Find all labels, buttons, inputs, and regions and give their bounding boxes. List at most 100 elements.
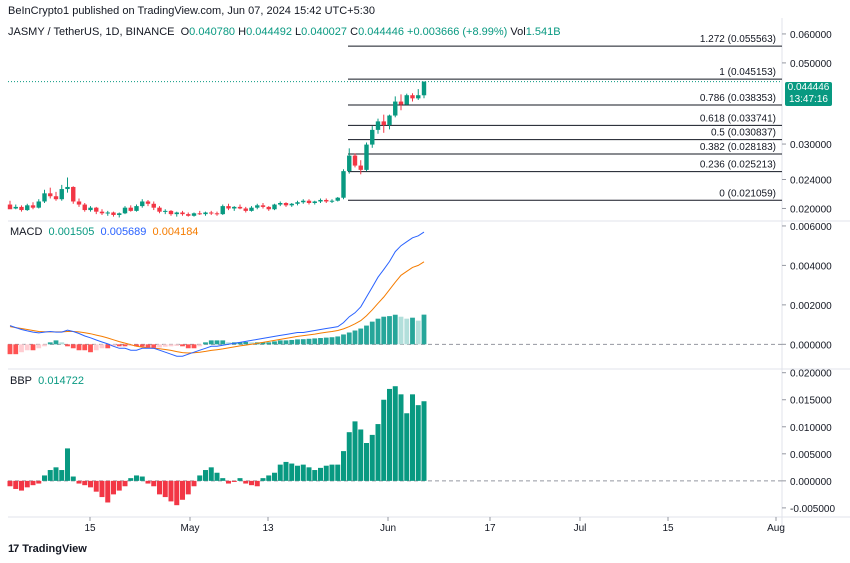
macd-hist-bar — [7, 344, 13, 355]
candle-body — [30, 205, 36, 208]
candle-body — [381, 121, 386, 126]
macd-hist-bar — [180, 344, 185, 347]
candle-body — [76, 201, 82, 205]
high-label: H — [238, 26, 247, 38]
macd-line — [9, 231, 425, 357]
price-tick-label: 0.050000 — [790, 59, 832, 70]
bbp-bar — [283, 461, 289, 481]
bbp-bar — [99, 480, 105, 498]
candle-body — [398, 101, 404, 105]
candle-body — [191, 213, 197, 216]
macd-hist-bar — [392, 314, 398, 345]
time-tick-label: 17 — [484, 523, 496, 534]
bbp-legend: BBP 0.014722 — [10, 375, 84, 387]
macd-hist-bar — [47, 342, 53, 345]
candle-body — [421, 81, 427, 96]
macd-hist-bar — [300, 339, 306, 345]
candle-body — [364, 144, 369, 170]
candle-body — [329, 200, 335, 202]
macd-hist-bar — [295, 339, 300, 345]
time-tick-label: Jul — [574, 523, 587, 534]
bbp-bar — [76, 480, 82, 484]
candle-body — [260, 205, 266, 207]
fib-level-label: 1.272 (0.055563) — [700, 34, 776, 45]
bbp-bar — [65, 448, 70, 481]
macd-hist-bar — [226, 342, 231, 345]
open-value: 0.040780 — [189, 26, 236, 38]
macd-hist-bar — [36, 344, 42, 349]
bbp-bar — [254, 480, 260, 487]
macd-hist-bar — [93, 344, 99, 351]
bbp-bar — [168, 480, 174, 502]
candle-body — [209, 212, 214, 214]
bbp-bar — [122, 480, 128, 487]
bbp-bar — [7, 480, 13, 487]
candle-body — [13, 206, 18, 209]
candle-body — [163, 210, 168, 212]
price-tick-label: 0.030000 — [790, 140, 832, 151]
macd-tick-label: 0.004000 — [790, 261, 832, 272]
bbp-bar — [404, 413, 410, 481]
bbp-bar — [226, 480, 231, 484]
volume-label: Vol — [510, 26, 526, 38]
macd-hist-bar — [410, 317, 415, 345]
bbp-bar — [59, 470, 65, 481]
bbp-bar — [243, 480, 249, 484]
bbp-bar — [329, 464, 335, 481]
symbol-name: JASMY / TetherUS, 1D, BINANCE — [8, 26, 175, 38]
macd-hist-bar — [387, 316, 392, 345]
candle-body — [312, 201, 317, 204]
bbp-tick-label: 0.005000 — [790, 450, 832, 461]
candle-body — [347, 155, 352, 172]
candle-body — [220, 206, 225, 215]
candle-body — [180, 212, 185, 215]
fib-level-label: 0.618 (0.033741) — [700, 113, 776, 124]
bbp-bar — [346, 432, 352, 481]
macd-hist-bar — [13, 344, 19, 355]
time-tick-label: Aug — [767, 523, 785, 534]
bbp-bar — [410, 394, 415, 481]
fib-level-label: 0.786 (0.038353) — [700, 93, 776, 104]
macd-hist-bar — [99, 344, 105, 349]
macd-hist-bar — [145, 344, 151, 348]
fib-level-label: 0 (0.021059) — [719, 188, 776, 199]
candle-body — [25, 205, 30, 211]
bbp-bar — [249, 480, 254, 486]
macd-hist-bar — [421, 314, 427, 345]
macd-hist-bar — [352, 330, 358, 345]
macd-legend: MACD 0.001505 0.005689 0.004184 — [10, 226, 198, 238]
bbp-bar — [162, 480, 168, 498]
bbp-bar — [318, 467, 323, 481]
bbp-bar — [358, 429, 364, 481]
bbp-bar — [105, 480, 111, 503]
fib-level-label: 1 (0.045153) — [719, 67, 776, 78]
macd-hist-bar — [134, 344, 139, 347]
macd-hist-bar — [203, 342, 208, 345]
bbp-bar — [30, 480, 36, 486]
bbp-bar — [392, 386, 398, 481]
macd-hist-bar — [260, 342, 266, 345]
candle-body — [266, 206, 271, 210]
bbp-bar — [231, 480, 237, 482]
candle-body — [157, 207, 162, 212]
macd-tick-label: 0.006000 — [790, 222, 832, 233]
candle-body — [197, 213, 202, 215]
candle-body — [140, 201, 145, 207]
bbp-bar — [47, 470, 53, 481]
bbp-bar — [88, 480, 93, 488]
bbp-bar — [19, 480, 24, 491]
macd-hist-bar — [151, 344, 157, 348]
macd-hist-bar — [266, 342, 272, 345]
macd-hist-bar — [381, 316, 387, 345]
price-tick-label: 0.060000 — [790, 30, 832, 41]
candle-body — [134, 206, 139, 211]
bbp-bar — [415, 405, 421, 481]
tradingview-brand-text: TradingView — [22, 543, 87, 555]
candle-body — [393, 101, 398, 116]
bbp-bar — [289, 463, 295, 481]
candle-body — [295, 202, 300, 204]
tradingview-branding: 17 TradingView — [8, 543, 87, 555]
candle-body — [168, 210, 174, 215]
bbp-bar — [134, 475, 139, 481]
bbp-bar — [300, 464, 306, 481]
